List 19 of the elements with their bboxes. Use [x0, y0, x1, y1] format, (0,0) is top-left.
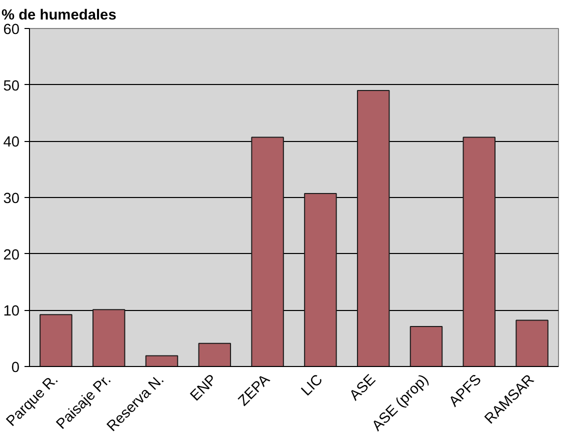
chart-title: % de humedales — [2, 8, 116, 24]
bar — [462, 136, 496, 366]
bar — [198, 342, 232, 366]
y-tick-label: 0 — [11, 360, 20, 376]
x-tick-label: LIC — [298, 372, 326, 400]
y-tick-label: 10 — [3, 304, 20, 320]
bar — [410, 326, 443, 366]
y-tick-label: 60 — [3, 22, 20, 38]
y-tick-label: 20 — [3, 247, 20, 264]
bar — [145, 355, 178, 366]
bar — [92, 309, 126, 366]
y-tick-label: 30 — [3, 191, 20, 207]
bar — [304, 193, 337, 366]
bar — [40, 314, 72, 366]
y-tick-label: 50 — [3, 78, 20, 94]
bar — [251, 136, 284, 366]
bar — [356, 90, 390, 366]
y-tick-label: 40 — [3, 134, 20, 151]
bar — [516, 320, 548, 366]
